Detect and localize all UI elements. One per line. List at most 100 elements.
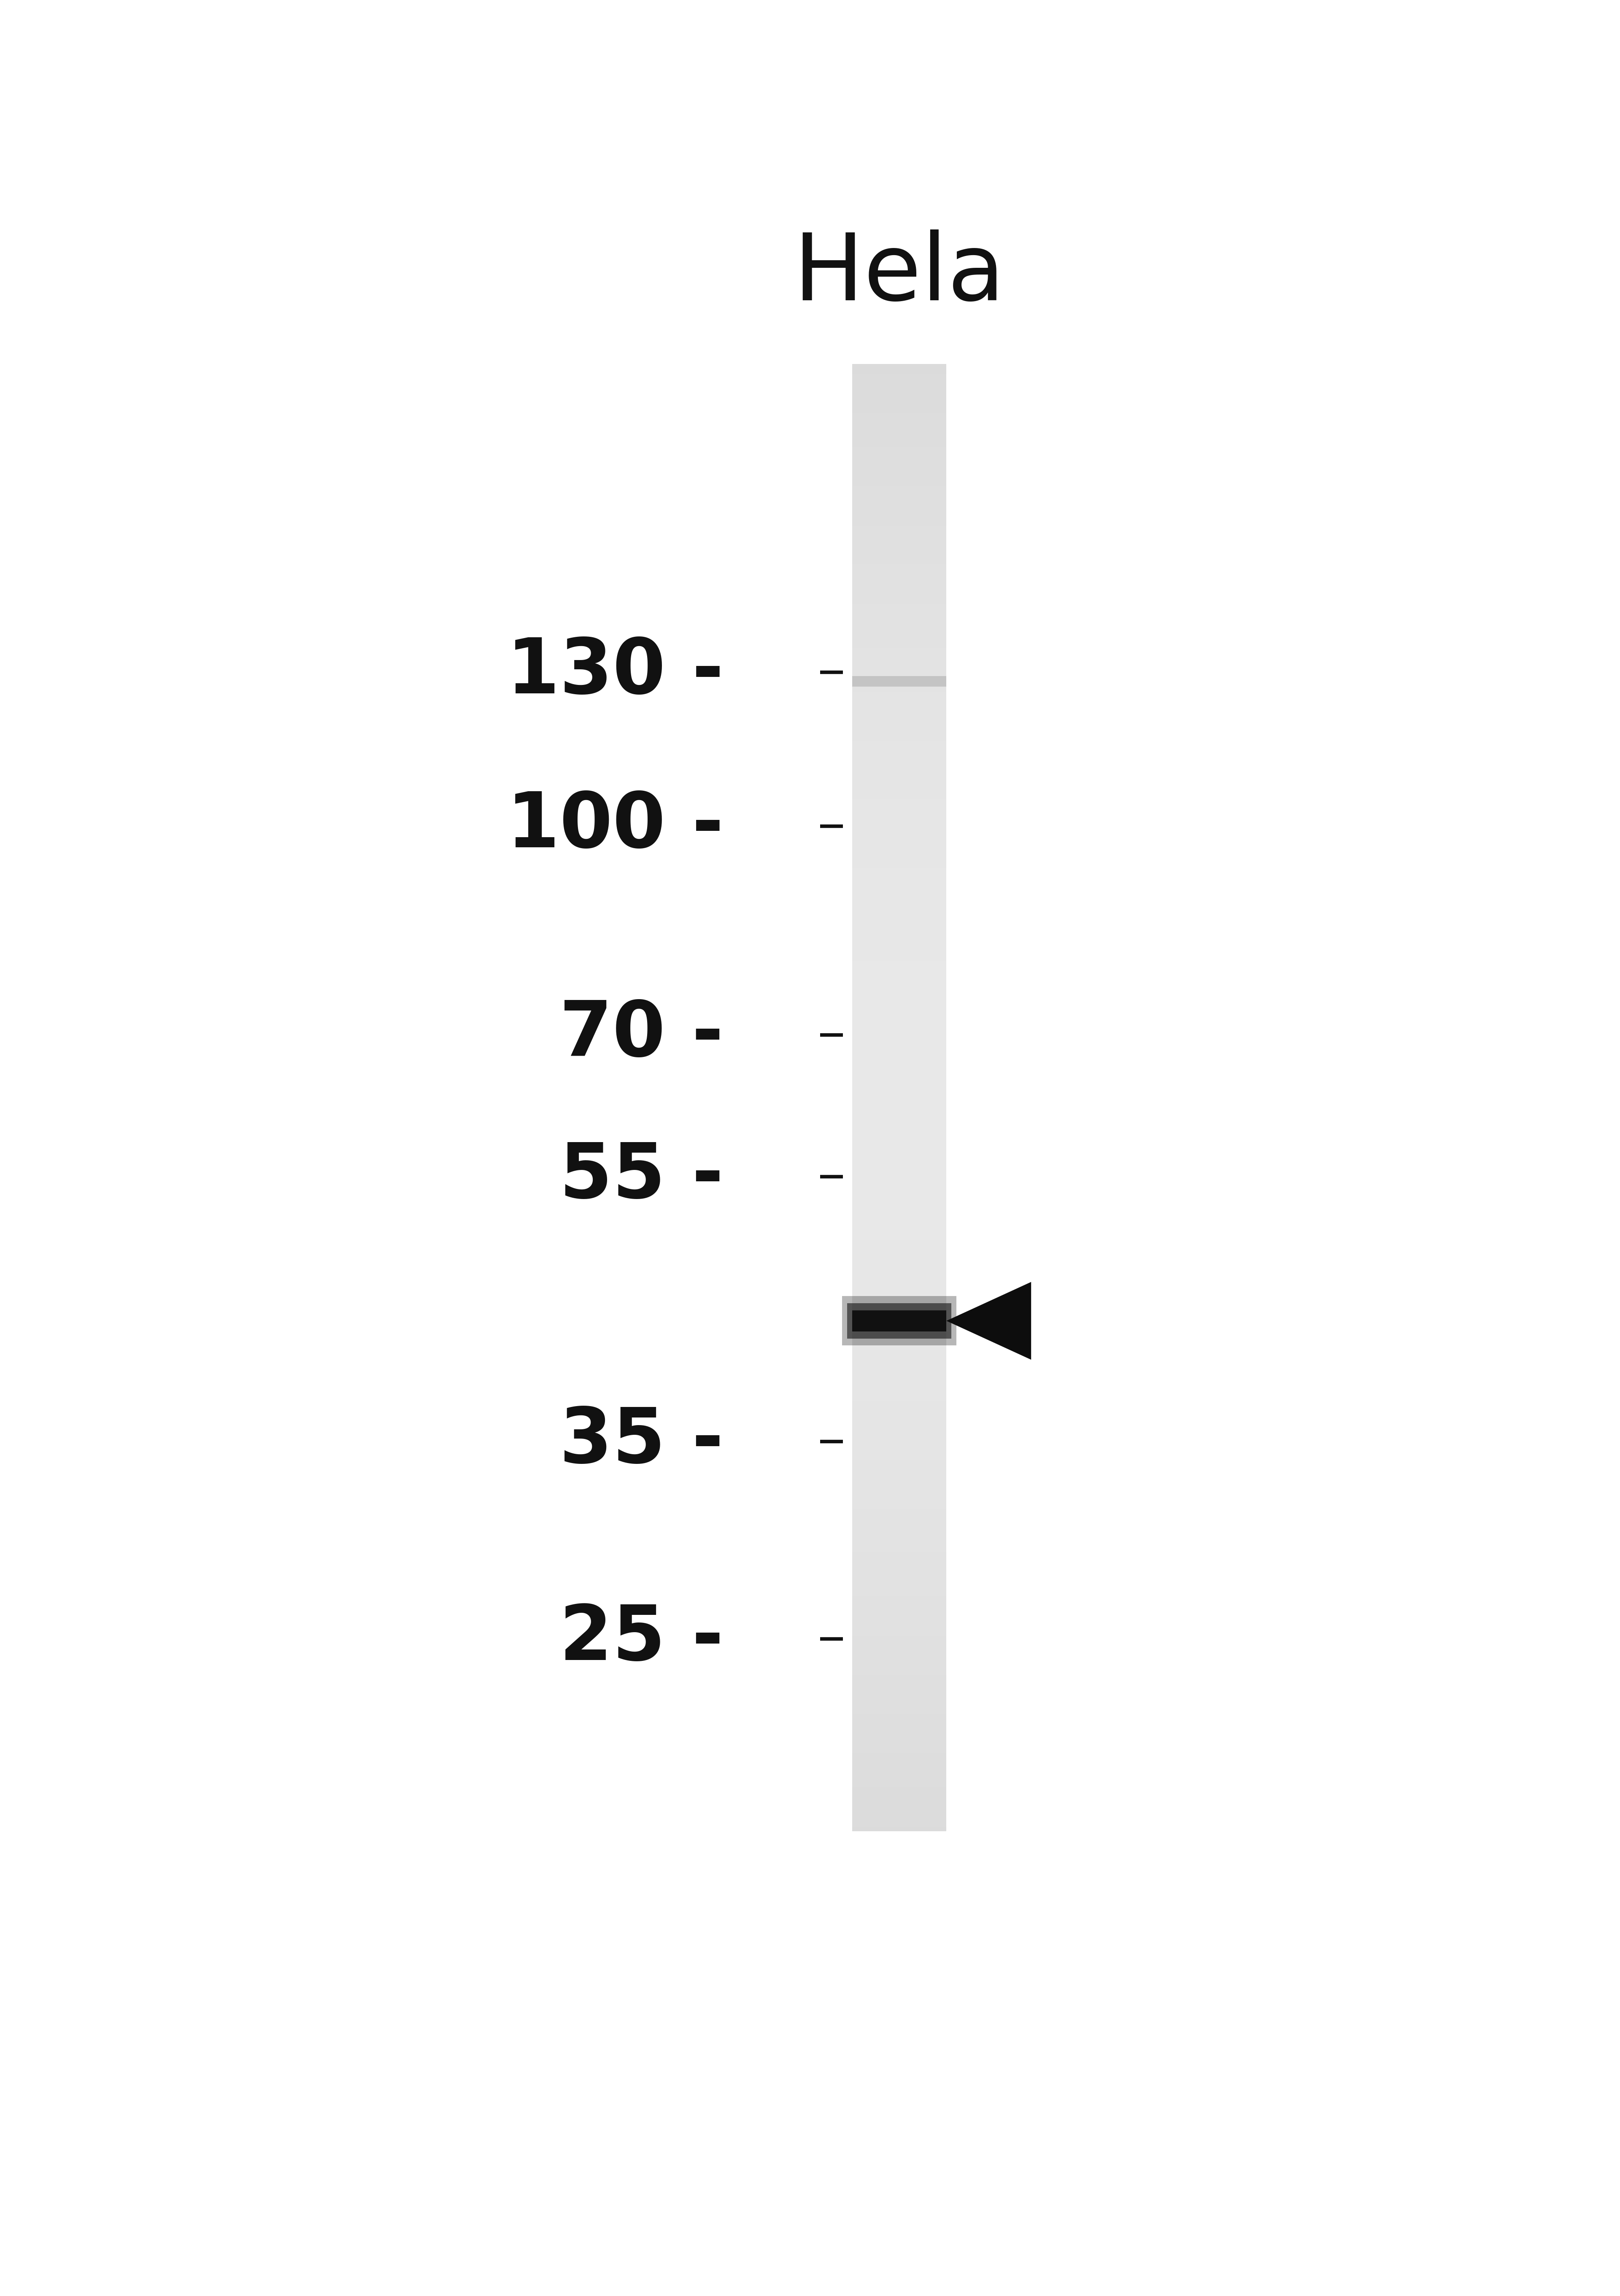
Bar [852,1224,946,1231]
Bar [852,1054,946,1058]
Bar [852,1421,946,1426]
Bar [852,1612,946,1616]
Bar [852,1348,946,1352]
Bar [852,1366,946,1371]
Bar [852,1635,946,1642]
Bar [852,1444,946,1449]
Bar [852,1063,946,1068]
Bar [852,907,946,912]
Bar [852,526,946,530]
Bar [852,1293,946,1297]
Bar [852,790,946,794]
Bar [852,1426,946,1430]
Bar [852,1754,946,1759]
Bar [852,521,946,526]
Bar [852,1738,946,1743]
Bar [852,574,946,579]
Bar [852,1327,946,1332]
Bar [852,1185,946,1192]
Bar [852,1297,946,1304]
Bar [852,1816,946,1821]
Bar [852,1669,946,1674]
Bar [852,427,946,432]
Bar [852,579,946,583]
Bar [852,613,946,618]
Bar [852,1205,946,1210]
Bar [852,1010,946,1015]
Bar [852,443,946,448]
Bar [852,1244,946,1249]
Bar [852,1674,946,1681]
Bar [852,1176,946,1180]
Bar [852,1743,946,1747]
Bar [852,1665,946,1669]
Bar [852,1141,946,1146]
Bar [852,1552,946,1557]
Bar [852,751,946,755]
Bar [852,971,946,976]
Bar [852,535,946,540]
Bar [852,1582,946,1587]
Bar [852,505,946,510]
Bar [852,1479,946,1483]
Bar [852,760,946,765]
Bar [852,1474,946,1479]
Bar [852,1249,946,1254]
Bar [852,393,946,397]
Bar [852,1807,946,1812]
Bar [852,1793,946,1798]
Bar [852,657,946,661]
Bar [852,886,946,893]
Bar [852,687,946,691]
Bar [852,668,946,673]
Bar [852,1651,946,1655]
Bar [852,1798,946,1802]
Bar [852,808,946,813]
Bar [852,700,946,707]
Bar [852,912,946,916]
Bar [852,1088,946,1093]
Polygon shape [946,1281,1030,1359]
Bar [852,1573,946,1577]
Bar [852,1279,946,1283]
Bar [852,1812,946,1816]
Bar [852,647,946,652]
Bar [852,1318,946,1322]
Bar [852,843,946,847]
Bar [852,1690,946,1694]
Bar [852,999,946,1006]
Bar [852,730,946,735]
Bar [852,1006,946,1010]
Bar [852,1600,946,1607]
Bar [852,847,946,854]
Bar [852,1786,946,1793]
Bar [852,677,946,682]
Bar [852,1157,946,1162]
Bar [852,1802,946,1807]
Bar [852,1391,946,1396]
Bar [852,383,946,388]
Bar [852,1720,946,1724]
Bar [852,599,946,604]
Bar [852,1401,946,1405]
Bar [852,994,946,999]
Text: 100 -: 100 - [507,790,724,863]
Bar [852,618,946,622]
Bar [852,854,946,859]
Bar [852,530,946,535]
Bar [852,1132,946,1137]
Bar [852,980,946,985]
Bar [852,448,946,452]
Bar [852,951,946,955]
Bar [852,1405,946,1410]
Bar [852,418,946,422]
Bar [852,1607,946,1612]
Bar [852,1782,946,1786]
Bar [852,937,946,941]
Bar [852,466,946,471]
Bar [852,1336,946,1343]
Bar [852,1270,946,1274]
Bar [852,404,946,409]
Bar [852,872,946,877]
Bar [852,1127,946,1132]
